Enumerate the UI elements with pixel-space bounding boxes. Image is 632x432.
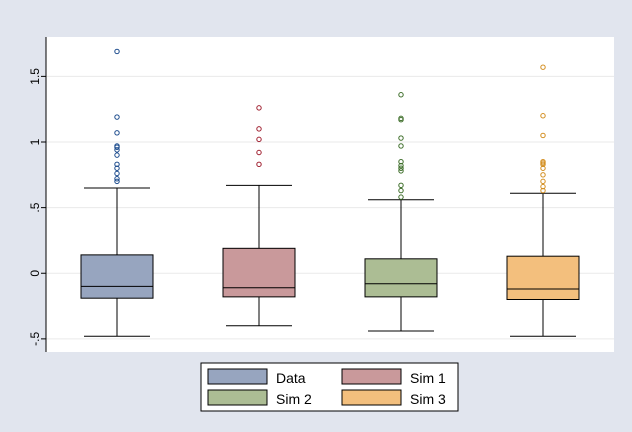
outlier-point <box>398 135 404 141</box>
outlier-point <box>114 143 120 149</box>
box-data <box>80 48 154 337</box>
legend-item-data: Data <box>207 368 306 386</box>
y-tick-label: 1 <box>28 138 42 145</box>
box-sim-3 <box>506 64 580 337</box>
outlier-point <box>540 183 546 190</box>
legend-swatch <box>341 389 402 406</box>
legend-swatch <box>207 389 268 406</box>
box-sim-1 <box>222 105 296 327</box>
outlier-point <box>114 152 120 158</box>
outlier-point <box>114 178 120 185</box>
plot-area <box>46 37 614 352</box>
outlier-point <box>398 143 404 149</box>
outlier-point <box>540 64 546 70</box>
outlier-point <box>114 170 120 177</box>
legend-item-sim-2: Sim 2 <box>207 389 312 407</box>
legend-label: Sim 3 <box>410 391 446 407</box>
outlier-point <box>398 92 404 98</box>
legend-label: Sim 2 <box>276 391 312 407</box>
legend-swatch <box>341 368 402 385</box>
outlier-point <box>398 165 404 171</box>
y-tick-label: 0 <box>28 270 42 277</box>
outlier-point <box>256 136 262 143</box>
outlier-point <box>398 158 404 165</box>
iqr-box <box>222 247 296 298</box>
outlier-point <box>398 187 404 194</box>
outlier-point <box>540 172 546 178</box>
outlier-point <box>540 178 546 185</box>
outlier-point <box>398 194 404 200</box>
outlier-point <box>114 161 120 168</box>
outlier-point <box>256 105 262 111</box>
legend: Data Sim 1 Sim 2 Sim 3 <box>200 362 459 412</box>
outlier-point <box>398 182 404 189</box>
box-series-group <box>80 48 580 337</box>
outlier-point <box>256 149 262 156</box>
y-tick-label: 1.5 <box>28 68 42 85</box>
iqr-box <box>364 258 438 298</box>
outlier-point <box>398 168 404 174</box>
outlier-point <box>114 130 120 136</box>
outlier-point <box>540 113 546 119</box>
y-tick-label: .5 <box>28 202 42 212</box>
legend-item-sim-1: Sim 1 <box>341 368 446 386</box>
outlier-point <box>540 132 546 139</box>
outlier-point <box>114 114 120 120</box>
outlier-point <box>114 48 120 55</box>
outlier-point <box>114 176 120 182</box>
legend-item-sim-3: Sim 3 <box>341 389 446 407</box>
iqr-box <box>506 255 580 300</box>
legend-swatch <box>207 368 268 385</box>
iqr-box <box>80 254 154 299</box>
legend-label: Data <box>276 370 306 386</box>
outlier-point <box>540 158 546 165</box>
y-tick-label: -.5 <box>28 332 42 346</box>
outlier-point <box>256 126 262 132</box>
y-axis-ticks: -.5 0 .5 1 1.5 <box>28 68 46 346</box>
legend-label: Sim 1 <box>410 370 446 386</box>
box-sim-2 <box>364 92 438 332</box>
outlier-point <box>256 161 262 168</box>
outlier-point <box>398 115 404 122</box>
